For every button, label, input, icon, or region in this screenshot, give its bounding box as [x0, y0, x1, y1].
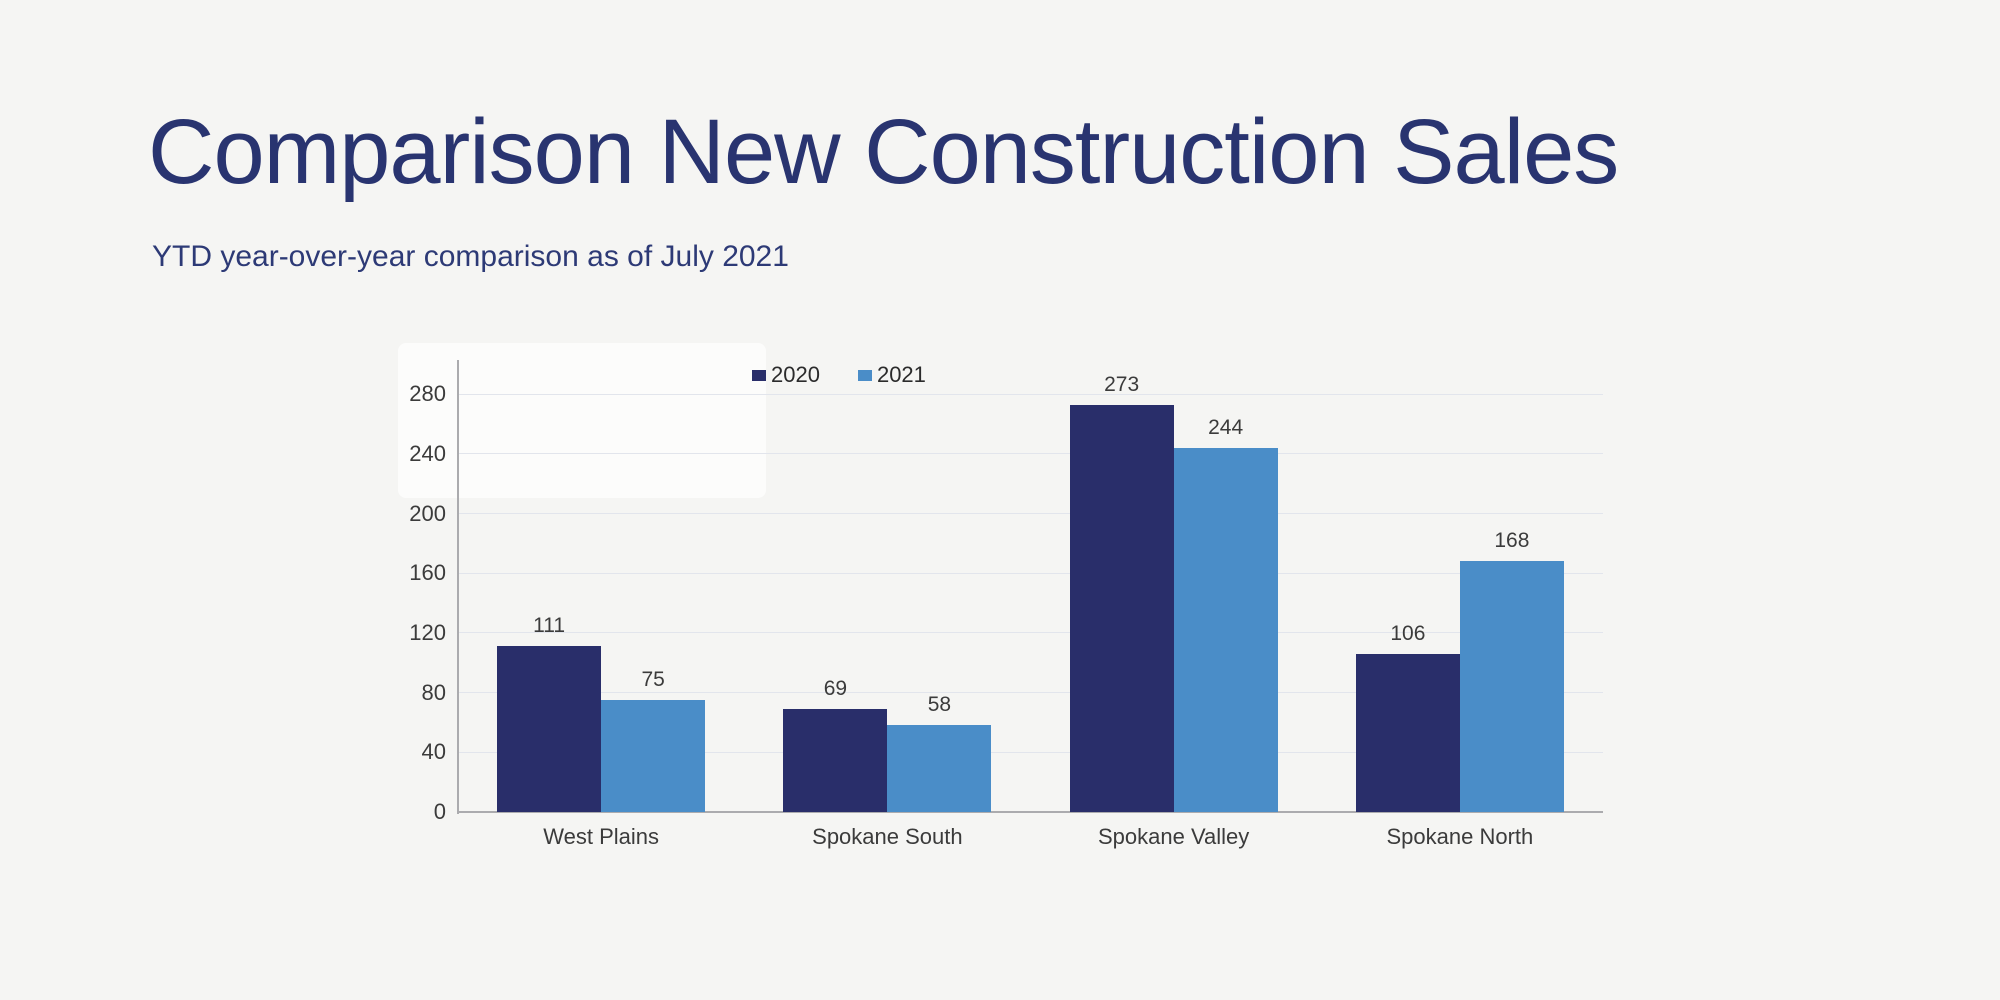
page-subtitle: YTD year-over-year comparison as of July…	[152, 240, 789, 273]
bar-2021-west-plains	[601, 700, 706, 812]
bar-value-2021-west-plains: 75	[641, 668, 665, 692]
y-tick-label-160: 160	[409, 560, 446, 586]
gridline-80	[458, 692, 1603, 694]
bar-value-2020-spokane-north: 106	[1390, 621, 1426, 645]
x-axis-line	[457, 811, 1603, 813]
gridline-160	[458, 572, 1603, 574]
y-tick-label-40: 40	[421, 739, 446, 765]
bar-2020-west-plains	[497, 646, 602, 812]
bar-2021-spokane-south	[887, 725, 992, 812]
x-category-label-spokane-valley: Spokane Valley	[1098, 824, 1250, 849]
bar-value-2020-west-plains: 111	[533, 614, 566, 638]
gridline-240	[458, 453, 1603, 455]
gridline-280	[458, 393, 1603, 395]
bar-value-2021-spokane-valley: 244	[1208, 415, 1244, 439]
bar-2020-spokane-south	[783, 709, 888, 812]
bar-2020-spokane-valley	[1069, 404, 1174, 812]
gridline-120	[458, 632, 1603, 634]
legend-item-2020: 2020	[752, 364, 820, 386]
legend-label-2021: 2021	[876, 362, 926, 387]
y-tick-label-280: 280	[409, 381, 446, 407]
x-category-label-spokane-south: Spokane South	[812, 824, 963, 849]
bar-value-2021-spokane-south: 58	[927, 693, 952, 717]
bar-value-2021-spokane-north: 168	[1494, 529, 1530, 553]
legend-swatch-2020-icon	[752, 369, 766, 381]
legend-label-2020: 2020	[771, 362, 820, 387]
gridline-40	[458, 751, 1603, 753]
bar-2021-spokane-valley	[1173, 447, 1278, 812]
bar-2021-spokane-north	[1459, 561, 1564, 812]
legend-item-2021: 2021	[857, 362, 926, 387]
bar-value-2020-spokane-south: 69	[823, 677, 848, 701]
background-card	[398, 343, 766, 498]
legend-swatch-2021-icon	[857, 369, 872, 381]
y-tick-label-200: 200	[409, 500, 446, 526]
y-tick-label-0: 0	[433, 799, 446, 824]
x-category-label-spokane-north: Spokane North	[1386, 824, 1534, 849]
y-axis-line	[457, 360, 459, 814]
bar-value-2020-spokane-valley: 273	[1104, 372, 1140, 396]
page-title: Comparison New Construction Sales	[148, 101, 1619, 203]
y-tick-label-120: 120	[409, 619, 446, 645]
bar-2020-spokane-north	[1355, 653, 1460, 812]
y-tick-label-80: 80	[421, 679, 446, 705]
y-tick-label-240: 240	[409, 440, 446, 466]
gridline-200	[458, 513, 1603, 515]
chart-legend: 2020 2021	[752, 364, 926, 386]
x-category-label-west-plains: West Plains	[543, 824, 659, 849]
